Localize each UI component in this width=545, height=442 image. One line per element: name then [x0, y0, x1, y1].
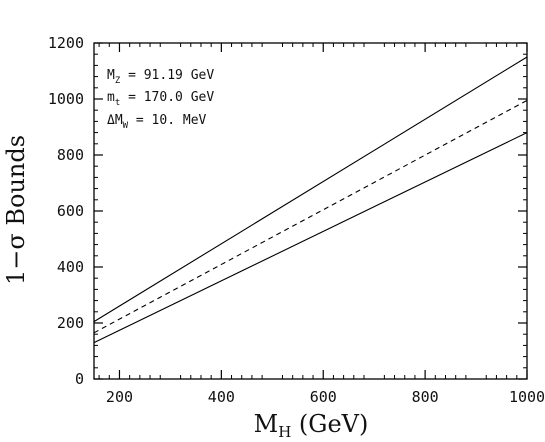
series-line-dashed-1	[93, 99, 528, 334]
y-tick-label: 1200	[48, 34, 84, 52]
major-ticks	[94, 42, 528, 380]
x-tick-label: 800	[412, 388, 439, 406]
y-tick-label: 800	[57, 146, 84, 164]
y-tick-label: 0	[75, 370, 84, 388]
series-group	[93, 56, 528, 344]
series-line-solid-0	[93, 56, 528, 323]
y-tick-label: 1000	[48, 90, 84, 108]
x-tick-label: 600	[310, 388, 337, 406]
series-line-solid-2	[93, 132, 528, 344]
annotation-block: MZ = 91.19 GeV mt = 170.0 GeV ΔMW = 10. …	[107, 68, 214, 131]
y-tick-labels: 0 200 400 600 800 1000 1200	[48, 34, 84, 388]
x-axis-label: MH (GeV)	[254, 410, 369, 441]
y-tick-label: 400	[57, 258, 84, 276]
y-axis-label: 1−σ Bounds	[2, 135, 30, 285]
annotation-mz: MZ = 91.19 GeV	[107, 68, 214, 86]
x-tick-label: 1000	[509, 388, 545, 406]
minor-ticks	[94, 43, 527, 379]
x-tick-labels: 200 400 600 800 1000	[106, 388, 545, 406]
x-tick-label: 200	[106, 388, 133, 406]
y-tick-label: 200	[57, 314, 84, 332]
annotation-dmw: ΔMW = 10. MeV	[107, 113, 207, 131]
y-tick-label: 600	[57, 202, 84, 220]
x-tick-label: 400	[208, 388, 235, 406]
annotation-mt: mt = 170.0 GeV	[107, 90, 214, 108]
